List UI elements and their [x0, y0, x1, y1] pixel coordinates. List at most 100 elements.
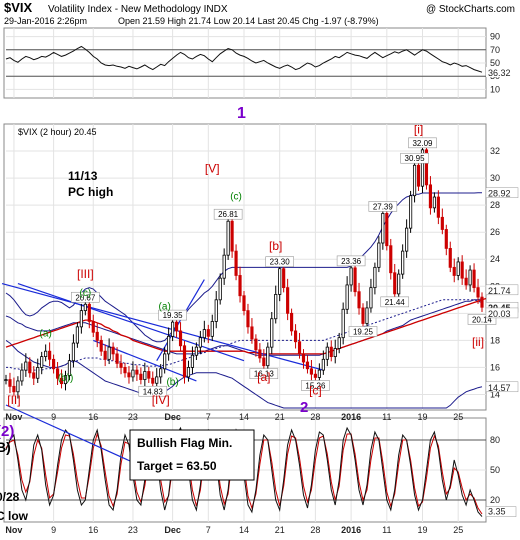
x-tick-label-bottom: 23 — [128, 525, 138, 535]
candle-body — [397, 273, 401, 295]
price-label-box — [249, 368, 279, 379]
wave-label: (c) — [79, 288, 91, 299]
candle-body — [155, 376, 159, 384]
price-label-box — [71, 291, 100, 303]
candle-body — [143, 371, 147, 381]
price-label-box — [467, 314, 497, 325]
stoch-y-tick: 80 — [490, 435, 500, 445]
candle-body — [182, 345, 187, 378]
price-label-box — [368, 201, 398, 212]
candle-body — [147, 371, 151, 379]
candle-body — [424, 149, 429, 186]
candle-body — [242, 295, 246, 312]
x-tick-label-mid: 2016 — [341, 412, 361, 422]
candle-body — [472, 269, 476, 289]
candle-body — [63, 375, 68, 385]
wave-label: [II] — [7, 393, 20, 407]
trendline — [1, 283, 324, 371]
price-label: 20.67 — [75, 293, 96, 302]
wave-label: [b] — [269, 239, 282, 253]
right-value-box — [485, 284, 519, 296]
candle-body — [127, 372, 131, 378]
rsi-last-bg — [486, 67, 518, 78]
candle-body — [159, 368, 163, 378]
price-y-tick: 32 — [490, 146, 500, 156]
x-tick-label-bottom: 7 — [206, 525, 211, 535]
right-value-label: 20.03 — [488, 309, 511, 319]
wave-label: (b) — [166, 377, 178, 388]
candle-body — [452, 266, 456, 276]
candle-body — [123, 367, 127, 374]
price-y-tick: 14 — [490, 389, 500, 399]
candle-body — [412, 164, 417, 197]
candle-body — [353, 267, 357, 293]
wave-label: (a) — [159, 301, 171, 312]
wave-label: (b)) — [58, 373, 74, 384]
candle-body — [270, 318, 274, 348]
right-value-box — [485, 187, 519, 198]
candle-body — [337, 337, 341, 349]
x-tick-label-mid: 21 — [275, 412, 285, 422]
candle-body — [218, 277, 222, 301]
candle-body — [99, 339, 103, 352]
price-label-box — [400, 152, 429, 164]
candle-body — [460, 261, 464, 279]
price-label: 14.83 — [143, 387, 164, 396]
annotation-date: 11/13 — [68, 169, 98, 183]
price-label: 20.14 — [472, 315, 493, 324]
candle-body — [24, 361, 28, 371]
x-tick-label-mid: Dec — [164, 412, 181, 422]
candle-body — [274, 293, 278, 320]
candle-body — [186, 367, 191, 378]
price-label-box — [265, 256, 295, 268]
candle-body — [163, 353, 167, 370]
stoch-y-tick: 20 — [490, 495, 500, 505]
right-value-label: 21.74 — [488, 286, 511, 296]
annotation-pc-high: PC high — [68, 185, 113, 199]
price-label: 32.09 — [412, 139, 433, 148]
wave-label: [V] — [205, 162, 220, 176]
candle-body — [361, 307, 365, 324]
stoch-y-tick: 50 — [490, 465, 500, 475]
wave-label: [ii] — [472, 335, 484, 349]
candle-body — [365, 307, 369, 324]
candle-body — [59, 377, 64, 385]
rsi-y-tick: 90 — [490, 32, 500, 42]
candle-body — [238, 275, 242, 297]
x-tick-label-bottom: Dec — [164, 525, 181, 535]
candle-body — [107, 346, 111, 360]
candle-body — [278, 268, 282, 295]
wave-label: [IV] — [152, 393, 170, 407]
candle-body — [432, 196, 436, 209]
wave-label-1: 1 — [237, 105, 246, 122]
candle-body — [440, 216, 444, 230]
candle-body — [325, 346, 329, 360]
price-label: 30.95 — [405, 154, 426, 163]
x-tick-label-bottom: 2016 — [341, 525, 361, 535]
rsi-line — [5, 45, 483, 73]
candle-body — [329, 346, 333, 358]
wave-label: [c] — [309, 383, 322, 397]
candle-body — [444, 229, 448, 249]
candle-body — [258, 349, 262, 359]
x-tick-label-mid: 28 — [310, 412, 320, 422]
candle-body — [167, 335, 171, 355]
stoch-last-box — [485, 506, 517, 517]
price-label: 23.36 — [341, 257, 362, 266]
candle-body — [198, 337, 202, 348]
candle-body — [357, 291, 361, 309]
price-panel-label: $VIX (2 hour) 20.45 — [18, 127, 97, 137]
candle-body — [297, 341, 302, 355]
candle-body — [401, 250, 405, 275]
annotation-c-low: C low — [0, 509, 29, 523]
wave-label-2: 2 — [300, 399, 308, 416]
candle-body — [115, 353, 119, 364]
candle-body — [234, 250, 238, 276]
price-label-box — [213, 208, 243, 220]
candle-body — [349, 267, 353, 286]
x-tick-label-mid: 19 — [417, 412, 427, 422]
candle-body — [290, 312, 294, 332]
rsi-y-tick: 50 — [490, 58, 500, 68]
